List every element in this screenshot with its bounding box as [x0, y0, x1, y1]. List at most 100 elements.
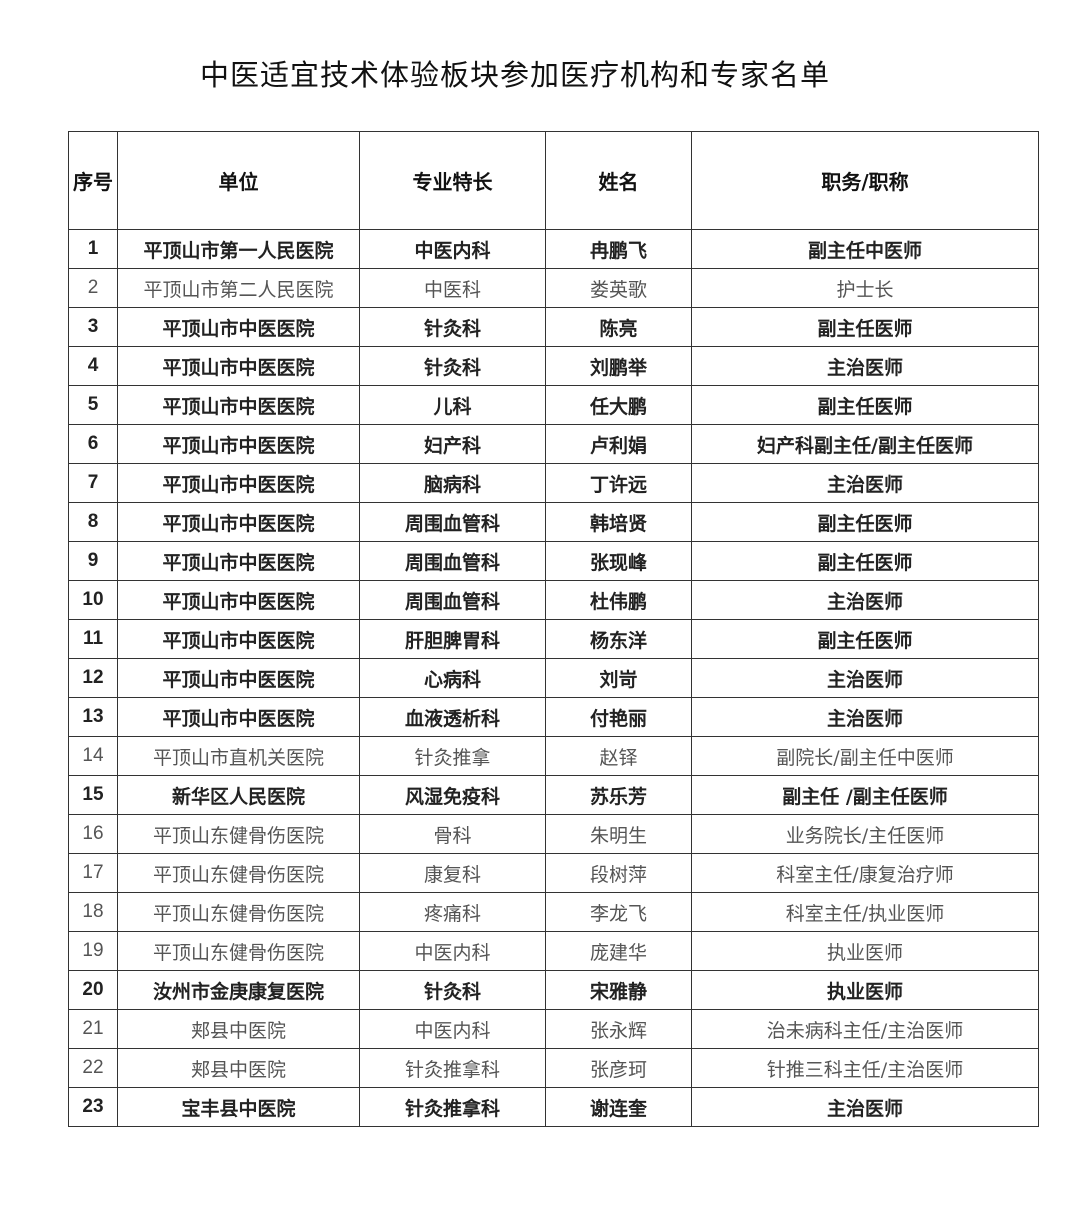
- table-row: 15 新华区人民医院 风湿免疫科 苏乐芳 副主任 /副主任医师: [68, 775, 1039, 815]
- cell-title: 针推三科主任/主治医师: [691, 1048, 1039, 1088]
- cell-unit: 新华区人民医院: [117, 775, 360, 815]
- cell-unit: 平顶山市中医医院: [117, 697, 360, 737]
- table-row: 10 平顶山市中医医院 周围血管科 杜伟鹏 主治医师: [68, 580, 1039, 620]
- cell-no: 15: [68, 775, 118, 815]
- cell-title: 治未病科主任/主治医师: [691, 1009, 1039, 1049]
- cell-no: 2: [68, 268, 118, 308]
- cell-no: 22: [68, 1048, 118, 1088]
- cell-specialty: 儿科: [359, 385, 546, 425]
- cell-title: 副主任医师: [691, 307, 1039, 347]
- cell-no: 3: [68, 307, 118, 347]
- cell-title: 主治医师: [691, 463, 1039, 503]
- cell-name: 李龙飞: [545, 892, 692, 932]
- cell-specialty: 中医内科: [359, 229, 546, 269]
- cell-title: 妇产科副主任/副主任医师: [691, 424, 1039, 464]
- cell-name: 付艳丽: [545, 697, 692, 737]
- cell-no: 16: [68, 814, 118, 854]
- cell-unit: 平顶山市中医医院: [117, 580, 360, 620]
- table-row: 19 平顶山东健骨伤医院 中医内科 庞建华 执业医师: [68, 931, 1039, 971]
- cell-no: 11: [68, 619, 118, 659]
- cell-name: 朱明生: [545, 814, 692, 854]
- cell-unit: 平顶山市直机关医院: [117, 736, 360, 776]
- cell-no: 6: [68, 424, 118, 464]
- cell-unit: 宝丰县中医院: [117, 1087, 360, 1127]
- cell-unit: 汝州市金庚康复医院: [117, 970, 360, 1010]
- cell-no: 17: [68, 853, 118, 893]
- cell-name: 杨东洋: [545, 619, 692, 659]
- header-unit: 单位: [117, 131, 360, 230]
- cell-unit: 平顶山市第一人民医院: [117, 229, 360, 269]
- cell-name: 丁许远: [545, 463, 692, 503]
- cell-unit: 平顶山东健骨伤医院: [117, 814, 360, 854]
- cell-unit: 平顶山市中医医院: [117, 541, 360, 581]
- table-row: 12 平顶山市中医医院 心病科 刘岢 主治医师: [68, 658, 1039, 698]
- cell-specialty: 针灸推拿: [359, 736, 546, 776]
- cell-specialty: 周围血管科: [359, 541, 546, 581]
- cell-title: 科室主任/执业医师: [691, 892, 1039, 932]
- cell-no: 13: [68, 697, 118, 737]
- cell-name: 娄英歌: [545, 268, 692, 308]
- table-row: 1 平顶山市第一人民医院 中医内科 冉鹏飞 副主任中医师: [68, 229, 1039, 269]
- cell-no: 1: [68, 229, 118, 269]
- cell-title: 业务院长/主任医师: [691, 814, 1039, 854]
- cell-name: 谢连奎: [545, 1087, 692, 1127]
- table-row: 3 平顶山市中医医院 针灸科 陈亮 副主任医师: [68, 307, 1039, 347]
- cell-no: 18: [68, 892, 118, 932]
- cell-unit: 平顶山市中医医院: [117, 619, 360, 659]
- cell-specialty: 妇产科: [359, 424, 546, 464]
- cell-specialty: 针灸科: [359, 970, 546, 1010]
- cell-unit: 郏县中医院: [117, 1048, 360, 1088]
- cell-specialty: 脑病科: [359, 463, 546, 503]
- table-row: 9 平顶山市中医医院 周围血管科 张现峰 副主任医师: [68, 541, 1039, 581]
- cell-name: 宋雅静: [545, 970, 692, 1010]
- cell-no: 14: [68, 736, 118, 776]
- cell-specialty: 血液透析科: [359, 697, 546, 737]
- cell-specialty: 肝胆脾胃科: [359, 619, 546, 659]
- cell-specialty: 中医内科: [359, 1009, 546, 1049]
- table-row: 21 郏县中医院 中医内科 张永辉 治未病科主任/主治医师: [68, 1009, 1039, 1049]
- cell-specialty: 针灸科: [359, 307, 546, 347]
- cell-no: 9: [68, 541, 118, 581]
- cell-name: 张现峰: [545, 541, 692, 581]
- cell-no: 12: [68, 658, 118, 698]
- cell-title: 副主任医师: [691, 502, 1039, 542]
- cell-specialty: 中医科: [359, 268, 546, 308]
- cell-unit: 平顶山东健骨伤医院: [117, 853, 360, 893]
- cell-unit: 平顶山市第二人民医院: [117, 268, 360, 308]
- expert-table: 序号 单位 专业特长 姓名 职务/职称 1 平顶山市第一人民医院 中医内科 冉鹏飞 副主…: [68, 131, 1039, 1127]
- cell-unit: 平顶山市中医医院: [117, 463, 360, 503]
- cell-name: 张彦珂: [545, 1048, 692, 1088]
- cell-unit: 平顶山市中医医院: [117, 658, 360, 698]
- cell-name: 卢利娟: [545, 424, 692, 464]
- cell-specialty: 中医内科: [359, 931, 546, 971]
- cell-specialty: 骨科: [359, 814, 546, 854]
- cell-specialty: 针灸推拿科: [359, 1048, 546, 1088]
- header-specialty: 专业特长: [359, 131, 546, 230]
- cell-name: 冉鹏飞: [545, 229, 692, 269]
- cell-no: 23: [68, 1087, 118, 1127]
- cell-name: 张永辉: [545, 1009, 692, 1049]
- table-row: 4 平顶山市中医医院 针灸科 刘鹏举 主治医师: [68, 346, 1039, 386]
- header-name: 姓名: [545, 131, 692, 230]
- cell-unit: 郏县中医院: [117, 1009, 360, 1049]
- table-row: 16 平顶山东健骨伤医院 骨科 朱明生 业务院长/主任医师: [68, 814, 1039, 854]
- cell-specialty: 康复科: [359, 853, 546, 893]
- cell-unit: 平顶山市中医医院: [117, 307, 360, 347]
- cell-unit: 平顶山东健骨伤医院: [117, 892, 360, 932]
- cell-name: 刘岢: [545, 658, 692, 698]
- cell-name: 赵铎: [545, 736, 692, 776]
- cell-specialty: 心病科: [359, 658, 546, 698]
- cell-unit: 平顶山市中医医院: [117, 502, 360, 542]
- cell-name: 刘鹏举: [545, 346, 692, 386]
- table-row: 6 平顶山市中医医院 妇产科 卢利娟 妇产科副主任/副主任医师: [68, 424, 1039, 464]
- cell-title: 护士长: [691, 268, 1039, 308]
- cell-title: 执业医师: [691, 970, 1039, 1010]
- cell-name: 段树萍: [545, 853, 692, 893]
- cell-title: 副主任医师: [691, 619, 1039, 659]
- table-row: 23 宝丰县中医院 针灸推拿科 谢连奎 主治医师: [68, 1087, 1039, 1127]
- cell-no: 7: [68, 463, 118, 503]
- table-row: 14 平顶山市直机关医院 针灸推拿 赵铎 副院长/副主任中医师: [68, 736, 1039, 776]
- cell-specialty: 周围血管科: [359, 580, 546, 620]
- cell-specialty: 针灸推拿科: [359, 1087, 546, 1127]
- cell-specialty: 周围血管科: [359, 502, 546, 542]
